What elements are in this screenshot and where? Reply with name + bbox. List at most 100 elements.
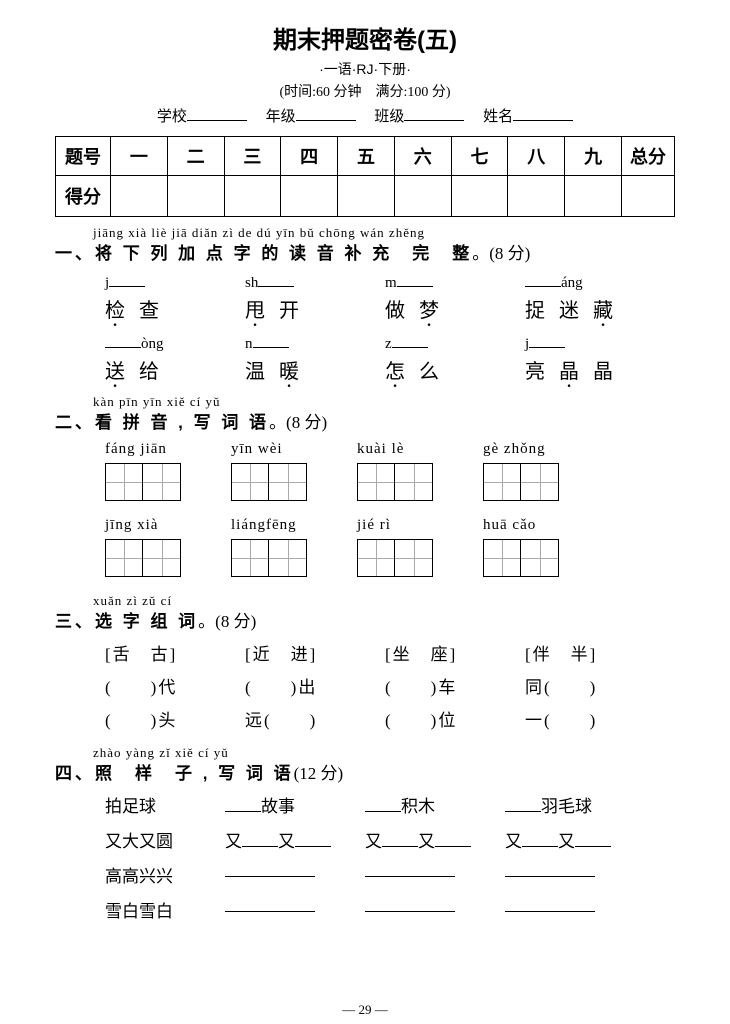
tianzige-pair[interactable] <box>483 463 559 501</box>
q2-pinyin: jié rì <box>357 517 433 535</box>
blank-school[interactable] <box>187 106 247 121</box>
q3-item[interactable]: 同( ) <box>525 673 665 698</box>
q2-item: gè zhǒng <box>483 441 559 501</box>
score-col: 七 <box>451 137 508 176</box>
score-table: 题号 一 二 三 四 五 六 七 八 九 总分 得分 <box>55 136 675 217</box>
score-cell[interactable] <box>111 176 168 217</box>
tianzige-pair[interactable] <box>231 463 307 501</box>
q1-pinyin[interactable]: òng <box>105 333 245 355</box>
section-3-row: ( )代 ( )出 ( )车 同( ) <box>105 673 675 698</box>
q3-item[interactable]: ( )代 <box>105 673 245 698</box>
q2-item: jīng xià <box>105 517 181 577</box>
q1-row: òng送给n温暖z怎么j亮晶晶 <box>105 333 675 384</box>
q4-item[interactable]: 又又 <box>505 827 645 852</box>
tianzige-pair[interactable] <box>483 539 559 577</box>
score-cell[interactable] <box>622 176 675 217</box>
q2-pinyin: liángfēng <box>231 517 307 535</box>
q3-item[interactable]: ( )头 <box>105 706 245 731</box>
q2-pinyin: yīn wèi <box>231 441 307 459</box>
q4-item[interactable]: 羽毛球 <box>505 792 645 817</box>
q1-item: òng送给 <box>105 333 245 384</box>
q4-item[interactable]: 又又 <box>225 827 365 852</box>
q1-chars: 做梦 <box>385 294 525 323</box>
q4-item[interactable] <box>225 862 365 887</box>
section-4-row: 又大又圆 又又 又又 又又 <box>105 827 675 852</box>
q4-example: 高高兴兴 <box>105 862 225 887</box>
q3-header: [近 进] <box>245 640 385 665</box>
q1-chars: 捉迷藏 <box>525 294 665 323</box>
q4-item[interactable] <box>505 862 645 887</box>
blank-grade[interactable] <box>296 106 356 121</box>
q1-pinyin[interactable]: j <box>525 333 665 355</box>
q4-item[interactable] <box>365 862 505 887</box>
section-3-row: ( )头 远( ) ( )位 一( ) <box>105 706 675 731</box>
q4-item[interactable]: 故事 <box>225 792 365 817</box>
q4-item[interactable] <box>225 897 365 922</box>
score-cell[interactable] <box>451 176 508 217</box>
q3-item[interactable]: ( )车 <box>385 673 525 698</box>
q2-item: yīn wèi <box>231 441 307 501</box>
section-2-heading: 二、看 拼 音 , 写 词 语。(8 分) <box>55 408 675 433</box>
q2-item: huā cǎo <box>483 517 559 577</box>
q4-item[interactable]: 积木 <box>365 792 505 817</box>
score-cell[interactable] <box>394 176 451 217</box>
tianzige-pair[interactable] <box>357 463 433 501</box>
q3-header: [舌 古] <box>105 640 245 665</box>
q1-item: m做梦 <box>385 272 525 323</box>
q2-item: fáng jiān <box>105 441 181 501</box>
score-cell[interactable] <box>565 176 622 217</box>
q3-item[interactable]: 远( ) <box>245 706 385 731</box>
q1-row: j检查sh甩开m做梦áng捉迷藏 <box>105 272 675 323</box>
subtitle-1: ·一语·RJ·下册· <box>55 59 675 79</box>
q3-item[interactable]: ( )出 <box>245 673 385 698</box>
q4-example: 又大又圆 <box>105 827 225 852</box>
tianzige-pair[interactable] <box>357 539 433 577</box>
q2-row: fáng jiānyīn wèikuài lègè zhǒng <box>105 441 675 501</box>
blank-name[interactable] <box>513 106 573 121</box>
score-cell[interactable] <box>338 176 395 217</box>
score-cell[interactable] <box>281 176 338 217</box>
section-4-row: 高高兴兴 <box>105 862 675 887</box>
q3-item[interactable]: 一( ) <box>525 706 665 731</box>
q2-item: liángfēng <box>231 517 307 577</box>
section-2-body: fáng jiānyīn wèikuài lègè zhǒngjīng xiàl… <box>55 441 675 577</box>
tianzige-pair[interactable] <box>105 539 181 577</box>
q1-item: n温暖 <box>245 333 385 384</box>
page-number: — 29 — <box>0 1002 730 1018</box>
q2-pinyin: fáng jiān <box>105 441 181 459</box>
section-3-headers: [舌 古] [近 进] [坐 座] [伴 半] <box>105 640 675 665</box>
q3-item[interactable]: ( )位 <box>385 706 525 731</box>
q1-chars: 检查 <box>105 294 245 323</box>
q1-item: áng捉迷藏 <box>525 272 665 323</box>
q4-item[interactable] <box>505 897 645 922</box>
q4-item[interactable] <box>365 897 505 922</box>
score-col: 三 <box>224 137 281 176</box>
score-cell[interactable] <box>508 176 565 217</box>
score-cell[interactable] <box>224 176 281 217</box>
q1-chars: 送给 <box>105 355 245 384</box>
q1-pinyin[interactable]: n <box>245 333 385 355</box>
subtitle-2: (时间:60 分钟 满分:100 分) <box>55 81 675 101</box>
score-col: 四 <box>281 137 338 176</box>
tianzige-pair[interactable] <box>105 463 181 501</box>
tianzige-pair[interactable] <box>231 539 307 577</box>
q1-chars: 怎么 <box>385 355 525 384</box>
q3-header: [坐 座] <box>385 640 525 665</box>
blank-class[interactable] <box>404 106 464 121</box>
q4-item[interactable]: 又又 <box>365 827 505 852</box>
score-cell[interactable] <box>167 176 224 217</box>
q2-item: jié rì <box>357 517 433 577</box>
page-title: 期末押题密卷(五) <box>55 20 675 55</box>
student-info: 学校 年级 班级 姓名 <box>55 105 675 126</box>
q1-chars: 亮晶晶 <box>525 355 665 384</box>
label-name: 姓名 <box>483 109 513 125</box>
q1-item: z怎么 <box>385 333 525 384</box>
q1-pinyin[interactable]: sh <box>245 272 385 294</box>
q2-pinyin: jīng xià <box>105 517 181 535</box>
score-row-label: 题号 <box>56 137 111 176</box>
q1-pinyin[interactable]: j <box>105 272 245 294</box>
q1-pinyin[interactable]: m <box>385 272 525 294</box>
label-school: 学校 <box>157 109 187 125</box>
q1-pinyin[interactable]: z <box>385 333 525 355</box>
q1-pinyin[interactable]: áng <box>525 272 665 294</box>
